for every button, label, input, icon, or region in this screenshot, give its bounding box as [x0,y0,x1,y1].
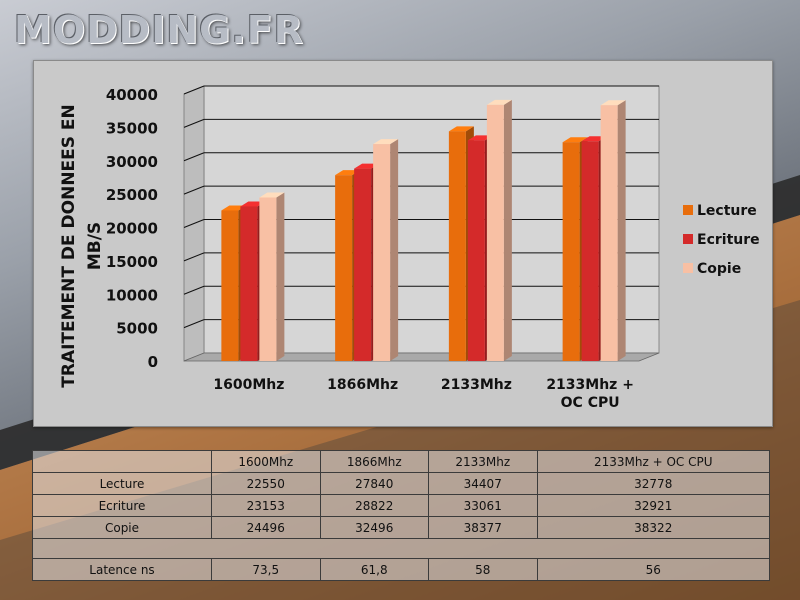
bar-ecriture [240,206,258,361]
x-tick-label: 2133Mhz [441,377,512,393]
row-label: Copie [32,516,212,539]
bar-top-ecriture [581,136,607,142]
gridline-side [183,85,205,95]
table-cell: 22550 [211,472,321,495]
bar-ecriture [467,140,485,361]
table-header-row: 1600Mhz 1866Mhz 2133Mhz 2133Mhz + OC CPU [32,450,770,473]
legend-label: Ecriture [697,232,760,248]
table-cell: 32496 [319,516,429,539]
gridline-side [183,185,205,195]
legend-swatch-copie [683,263,693,273]
bar-copie [259,197,277,361]
bar-top-copie [373,139,399,145]
y-tick-label: 5000 [116,320,158,338]
table-cell: 32778 [536,472,770,495]
table-cell: 61,8 [319,558,429,581]
gridline-side [183,219,205,228]
table-cell: 24496 [211,516,321,539]
x-tick-label: OC CPU [561,395,620,411]
table-row: Copie 24496 32496 38377 38322 [32,516,770,539]
x-tick-label: 1866Mhz [327,377,398,393]
y-tick-label: 40000 [106,86,158,104]
bar-ecriture [354,168,372,361]
table-cell: 23153 [211,494,321,517]
table-cell: 56 [536,558,770,581]
x-tick-label: 1600Mhz [213,377,284,393]
legend-label: Lecture [697,203,757,219]
row-label: Latence ns [32,558,212,581]
bar-top-copie [259,192,285,198]
header-cell: 1600Mhz [211,450,321,473]
bar-side-copie [617,100,626,361]
gridline-side [183,252,205,262]
bar-top-ecriture [467,135,493,141]
table-row: Ecriture 23153 28822 33061 32921 [32,494,770,517]
legend-label: Copie [697,261,741,277]
bar-copie [600,105,618,361]
bar-lecture [335,175,353,361]
x-tick-label: 2133Mhz + [546,377,634,393]
table-row-latency: Latence ns 73,5 61,8 58 56 [32,558,770,581]
y-tick-label: 25000 [106,186,158,204]
bar-side-copie [503,99,512,361]
header-cell: 2133Mhz [428,450,538,473]
header-cell: 2133Mhz + OC CPU [536,450,770,473]
gridline-side [183,152,205,162]
bar-lecture [562,142,580,361]
y-tick-label: 0 [148,353,158,371]
bar-chart: 0 5000 10000 15000 20000 25000 30000 35000 40000… [59,85,760,411]
spacer-cell [32,538,770,559]
header-cell: 1866Mhz [319,450,429,473]
y-tick-label: 30000 [106,153,158,171]
bar-side-copie [390,139,399,361]
gridline-side [183,118,205,128]
bar-top-copie [486,99,512,105]
table-cell: 28822 [319,494,429,517]
table-cell: 38377 [428,516,538,539]
table-row: Lecture 22550 27840 34407 32778 [32,472,770,495]
table-spacer-row [32,538,770,559]
table-cell: 34407 [428,472,538,495]
y-tick-label: 35000 [106,119,158,137]
site-logo: MODDING.FR [14,8,304,52]
data-table: 1600Mhz 1866Mhz 2133Mhz 2133Mhz + OC CPU… [32,450,770,581]
y-tick-label: 20000 [106,220,158,238]
table-cell: 38322 [536,516,770,539]
y-tick-label: 10000 [106,286,158,304]
bar-side-copie [276,192,285,361]
bar-copie [486,104,504,361]
table-cell: 33061 [428,494,538,517]
bar-ecriture [581,141,599,361]
y-axis-title-line: TRAITEMENT DE DONNEES EN [59,104,79,388]
y-axis-title-line: MB/S [85,222,105,270]
y-tick-label: 15000 [106,253,158,271]
bar-top-lecture [562,137,588,143]
table-cell: 27840 [319,472,429,495]
y-axis-title: TRAITEMENT DE DONNEES EN MB/S [59,104,105,388]
table-cell: 32921 [536,494,770,517]
bar-top-lecture [221,205,247,211]
bar-lecture [221,210,239,361]
table-cell: 73,5 [211,558,321,581]
chart-panel: 0 5000 10000 15000 20000 25000 30000 35000 40000… [33,60,773,427]
bar-top-lecture [335,170,361,176]
row-label: Lecture [32,472,212,495]
header-cell [32,450,212,473]
bar-top-copie [600,100,626,106]
bar-top-ecriture [240,201,266,207]
bar-lecture [448,131,466,361]
bar-top-ecriture [354,163,380,169]
legend-swatch-ecriture [683,234,693,244]
table-cell: 58 [428,558,538,581]
row-label: Ecriture [32,494,212,517]
gridline-side [183,319,205,329]
bar-top-lecture [448,126,474,132]
bar-copie [373,144,391,361]
legend-swatch-lecture [683,205,693,215]
gridline-side [183,285,205,295]
